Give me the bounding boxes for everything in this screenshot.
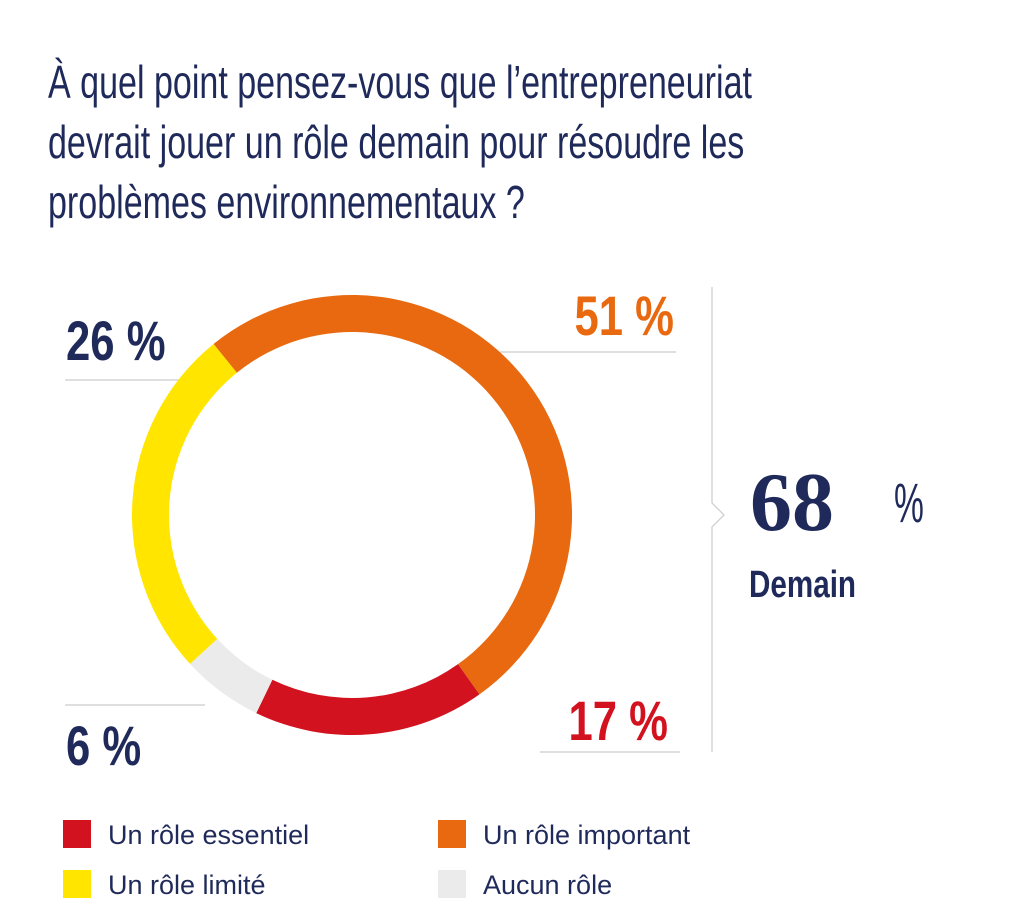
- bracket: [711, 287, 725, 752]
- value-label: 6 %: [66, 715, 141, 777]
- legend-label: Un rôle limité: [108, 870, 266, 900]
- annotation-unit: %: [894, 471, 924, 534]
- value-label: 26 %: [66, 310, 166, 372]
- donut-segment: [190, 638, 273, 714]
- chart-title: À quel point pensez-vous que l’entrepren…: [48, 56, 752, 228]
- legend-label: Un rôle important: [483, 820, 691, 850]
- annotation-value: 68: [750, 456, 834, 549]
- legend-label: Aucun rôle: [483, 870, 612, 900]
- legend-swatch: [438, 870, 466, 898]
- donut-segment: [213, 295, 572, 695]
- legend-label: Un rôle essentiel: [108, 820, 309, 850]
- leader-lines: [65, 287, 725, 753]
- annotation-label: Demain: [749, 564, 856, 606]
- legend-swatch: [63, 870, 91, 898]
- donut-segment: [256, 664, 480, 735]
- value-label: 17 %: [568, 690, 668, 752]
- legend-swatch: [63, 820, 91, 848]
- value-label: 51 %: [574, 285, 674, 347]
- donut-segment: [131, 344, 237, 664]
- legend-swatch: [438, 820, 466, 848]
